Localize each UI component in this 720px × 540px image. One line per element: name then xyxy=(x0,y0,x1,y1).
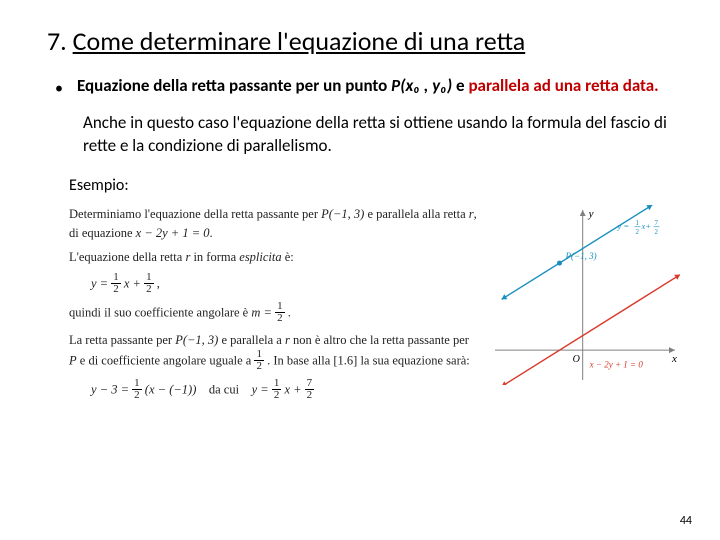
frac-1-2: 12 xyxy=(272,378,282,401)
intro-paragraph: Anche in questo caso l'equazione della r… xyxy=(83,112,680,158)
heading-text: Equazione della retta passante per un pu… xyxy=(77,75,659,98)
bullet-dot: • xyxy=(55,79,63,98)
frac-1-2: 12 xyxy=(254,349,264,372)
heading-part-2: e xyxy=(452,75,468,96)
example-eq-1: y = 12 x + 12 , xyxy=(91,273,478,296)
svg-text:y: y xyxy=(588,208,594,220)
title-underlined: Come determinare l'equazione di una rett… xyxy=(73,25,526,57)
svg-text:1: 1 xyxy=(635,219,639,227)
svg-text:7: 7 xyxy=(654,219,658,227)
svg-text:O: O xyxy=(573,354,580,365)
heading-red: parallela ad una retta data. xyxy=(468,75,658,96)
heading-row: • Equazione della retta passante per un … xyxy=(55,75,680,98)
svg-text:2: 2 xyxy=(654,228,658,236)
example-body: Determiniamo l'equazione della retta pas… xyxy=(69,205,680,408)
example-line-3: quindi il suo coefficiente angolare è m … xyxy=(69,302,478,325)
frac-1-2: 12 xyxy=(111,272,121,295)
heading-point: P(x₀ , y₀) xyxy=(391,75,452,96)
frac-1-2: 12 xyxy=(132,378,142,401)
svg-text:P(−1, 3): P(−1, 3) xyxy=(565,251,597,261)
example-label: Esempio: xyxy=(69,176,680,195)
example-line-4: La retta passante per P(−1, 3) e paralle… xyxy=(69,331,478,373)
heading-part-1: Equazione della retta passante per un pu… xyxy=(77,75,391,96)
frac-1-2: 12 xyxy=(275,301,285,324)
frac-7-2: 72 xyxy=(305,378,315,401)
chart: xyOP(−1, 3)y = 12x+72x − 2y + 1 = 0 xyxy=(490,205,680,385)
svg-text:y =: y = xyxy=(616,221,629,231)
example-line-2: L'equazione della retta r in forma espli… xyxy=(69,248,478,267)
chart-svg: xyOP(−1, 3)y = 12x+72x − 2y + 1 = 0 xyxy=(490,205,680,385)
frac-1-2: 12 xyxy=(144,272,154,295)
page-title: 7. Come determinare l'equazione di una r… xyxy=(47,25,680,57)
example-eq-2: y − 3 = 12 (x − (−1)) da cui y = 12 x + … xyxy=(91,379,478,402)
svg-text:x+: x+ xyxy=(640,221,651,231)
svg-text:x: x xyxy=(671,353,677,365)
page-number: 44 xyxy=(680,514,692,528)
title-prefix: 7. xyxy=(47,25,73,57)
svg-text:2: 2 xyxy=(635,228,639,236)
example-line-1: Determiniamo l'equazione della retta pas… xyxy=(69,205,478,243)
svg-text:x − 2y + 1 = 0: x − 2y + 1 = 0 xyxy=(589,359,644,369)
example-text: Determiniamo l'equazione della retta pas… xyxy=(69,205,478,408)
